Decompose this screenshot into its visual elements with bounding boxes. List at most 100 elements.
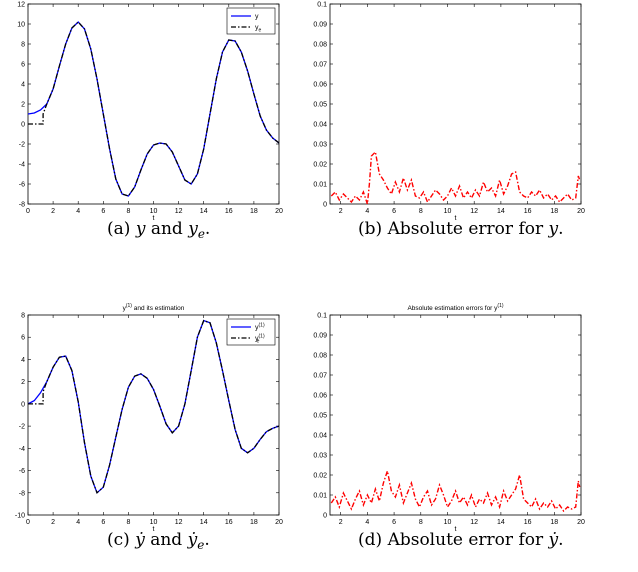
x-tick-label: 6 <box>392 208 396 215</box>
x-tick-label: 10 <box>150 519 158 526</box>
plot-frame <box>329 3 582 205</box>
x-tick-label: 14 <box>497 208 505 215</box>
y-tick-label: -2 <box>19 142 25 149</box>
legend-label: y(1) <box>255 323 265 332</box>
x-tick-label: 8 <box>419 208 423 215</box>
y-tick-label: -8 <box>19 202 25 209</box>
x-tick-label: 0 <box>26 208 30 215</box>
x-tick-label: 6 <box>392 519 396 526</box>
y-tick-label: 6 <box>21 62 25 69</box>
x-tick-label: 2 <box>339 208 343 215</box>
legend-label: y(1) e <box>255 334 265 345</box>
series-line-error <box>330 468 581 513</box>
y-tick-label: 0.1 <box>317 313 327 320</box>
y-tick-label: 0.1 <box>317 2 327 9</box>
x-tick-label: 18 <box>550 519 558 526</box>
y-tick-label: 2 <box>21 102 25 109</box>
y-tick-label: 0.06 <box>313 393 327 400</box>
chart-3: 0 2 4 6 8 10 12 14 16 18 20 -10 -8 -6 -4 -2 0 2 4 6 8 t y(1) a… <box>15 303 283 533</box>
y-tick-label: -10 <box>15 513 25 520</box>
x-tick-label: 6 <box>101 519 105 526</box>
x-tick-label: 4 <box>365 519 369 526</box>
series-line-y1 <box>28 319 279 494</box>
caption-c: (c) ẏ and ẏe. <box>107 530 210 552</box>
legend-label: ye <box>255 25 262 34</box>
x-tick-label: 16 <box>524 519 532 526</box>
chart-title: y(1) and its estimation <box>123 303 185 312</box>
y-tick-label: 0.05 <box>313 413 327 420</box>
x-tick-label: 2 <box>339 519 343 526</box>
y-tick-label: 0.09 <box>313 333 327 340</box>
x-axis-label: t <box>455 215 457 222</box>
y-tick-label: 10 <box>17 22 25 29</box>
x-tick-label: 20 <box>275 519 283 526</box>
caption-b: (b) Absolute error for y. <box>358 219 564 239</box>
y-tick-label: -2 <box>19 424 25 431</box>
y-tick-label: 0.04 <box>313 122 327 129</box>
y-tick-label: -6 <box>19 182 25 189</box>
x-tick-label: 14 <box>497 519 505 526</box>
x-tick-label: 10 <box>444 519 452 526</box>
x-tick-label: 18 <box>250 208 258 215</box>
legend-box <box>226 7 276 35</box>
y-tick-label: 8 <box>21 42 25 49</box>
series-line-y <box>28 21 279 197</box>
series-line-ye1 <box>28 319 279 494</box>
y-tick-label: 0.01 <box>313 493 327 500</box>
y-tick-label: 0.09 <box>313 22 327 29</box>
x-tick-label: 2 <box>51 519 55 526</box>
chart-title: Absolute estimation errors for y(1) <box>407 303 503 312</box>
x-tick-label: 6 <box>101 208 105 215</box>
chart-2: 2 4 6 8 10 12 14 16 18 20 0 0.01 0.02 0.03 0.04 0.05 0.0… <box>313 2 585 223</box>
x-tick-label: 8 <box>419 519 423 526</box>
y-tick-label: 0 <box>323 202 327 209</box>
series-line-error <box>330 150 581 204</box>
x-tick-label: 16 <box>225 208 233 215</box>
y-tick-label: 0.04 <box>313 433 327 440</box>
x-tick-label: 10 <box>444 208 452 215</box>
y-tick-label: 0.02 <box>313 473 327 480</box>
legend-box <box>226 318 276 346</box>
y-tick-label: 0 <box>21 122 25 129</box>
x-tick-label: 4 <box>76 519 80 526</box>
legend-label: y <box>255 14 259 21</box>
y-tick-label: 0.03 <box>313 453 327 460</box>
x-tick-label: 18 <box>550 208 558 215</box>
x-tick-label: 12 <box>470 519 478 526</box>
chart-1: 0 2 4 6 8 10 12 14 16 18 20 -8 -6 -4 -2 0 2 4 6 8 10 12 t y ye <box>17 2 283 223</box>
x-tick-label: 10 <box>150 208 158 215</box>
x-tick-label: 12 <box>175 208 183 215</box>
legend: y ye <box>226 7 276 35</box>
y-tick-label: 0.07 <box>313 373 327 380</box>
x-tick-label: 4 <box>365 208 369 215</box>
x-tick-label: 18 <box>250 519 258 526</box>
x-tick-label: 0 <box>26 519 30 526</box>
legend: y(1) y(1) e <box>226 318 276 346</box>
y-tick-label: 0.01 <box>313 182 327 189</box>
series-line-ye <box>28 21 279 197</box>
x-tick-label: 4 <box>76 208 80 215</box>
x-axis-label: t <box>153 526 155 533</box>
y-tick-label: 2 <box>21 379 25 386</box>
y-tick-label: 0.08 <box>313 353 327 360</box>
y-tick-label: -4 <box>19 162 25 169</box>
y-tick-label: 0.03 <box>313 142 327 149</box>
x-tick-label: 20 <box>577 519 585 526</box>
x-tick-label: 20 <box>577 208 585 215</box>
plot-frame <box>329 314 582 516</box>
x-tick-label: 14 <box>200 519 208 526</box>
y-tick-label: 0 <box>323 513 327 520</box>
y-tick-label: 0.05 <box>313 102 327 109</box>
x-tick-label: 8 <box>126 519 130 526</box>
x-tick-label: 20 <box>275 208 283 215</box>
x-tick-label: 12 <box>470 208 478 215</box>
y-tick-label: 0 <box>21 401 25 408</box>
x-tick-label: 2 <box>51 208 55 215</box>
y-tick-label: -8 <box>19 490 25 497</box>
caption-d: (d) Absolute error for ẏ. <box>358 530 564 550</box>
x-axis-label: t <box>455 526 457 533</box>
y-tick-label: 0.06 <box>313 82 327 89</box>
caption-a: (a) y and ye. <box>107 219 211 241</box>
